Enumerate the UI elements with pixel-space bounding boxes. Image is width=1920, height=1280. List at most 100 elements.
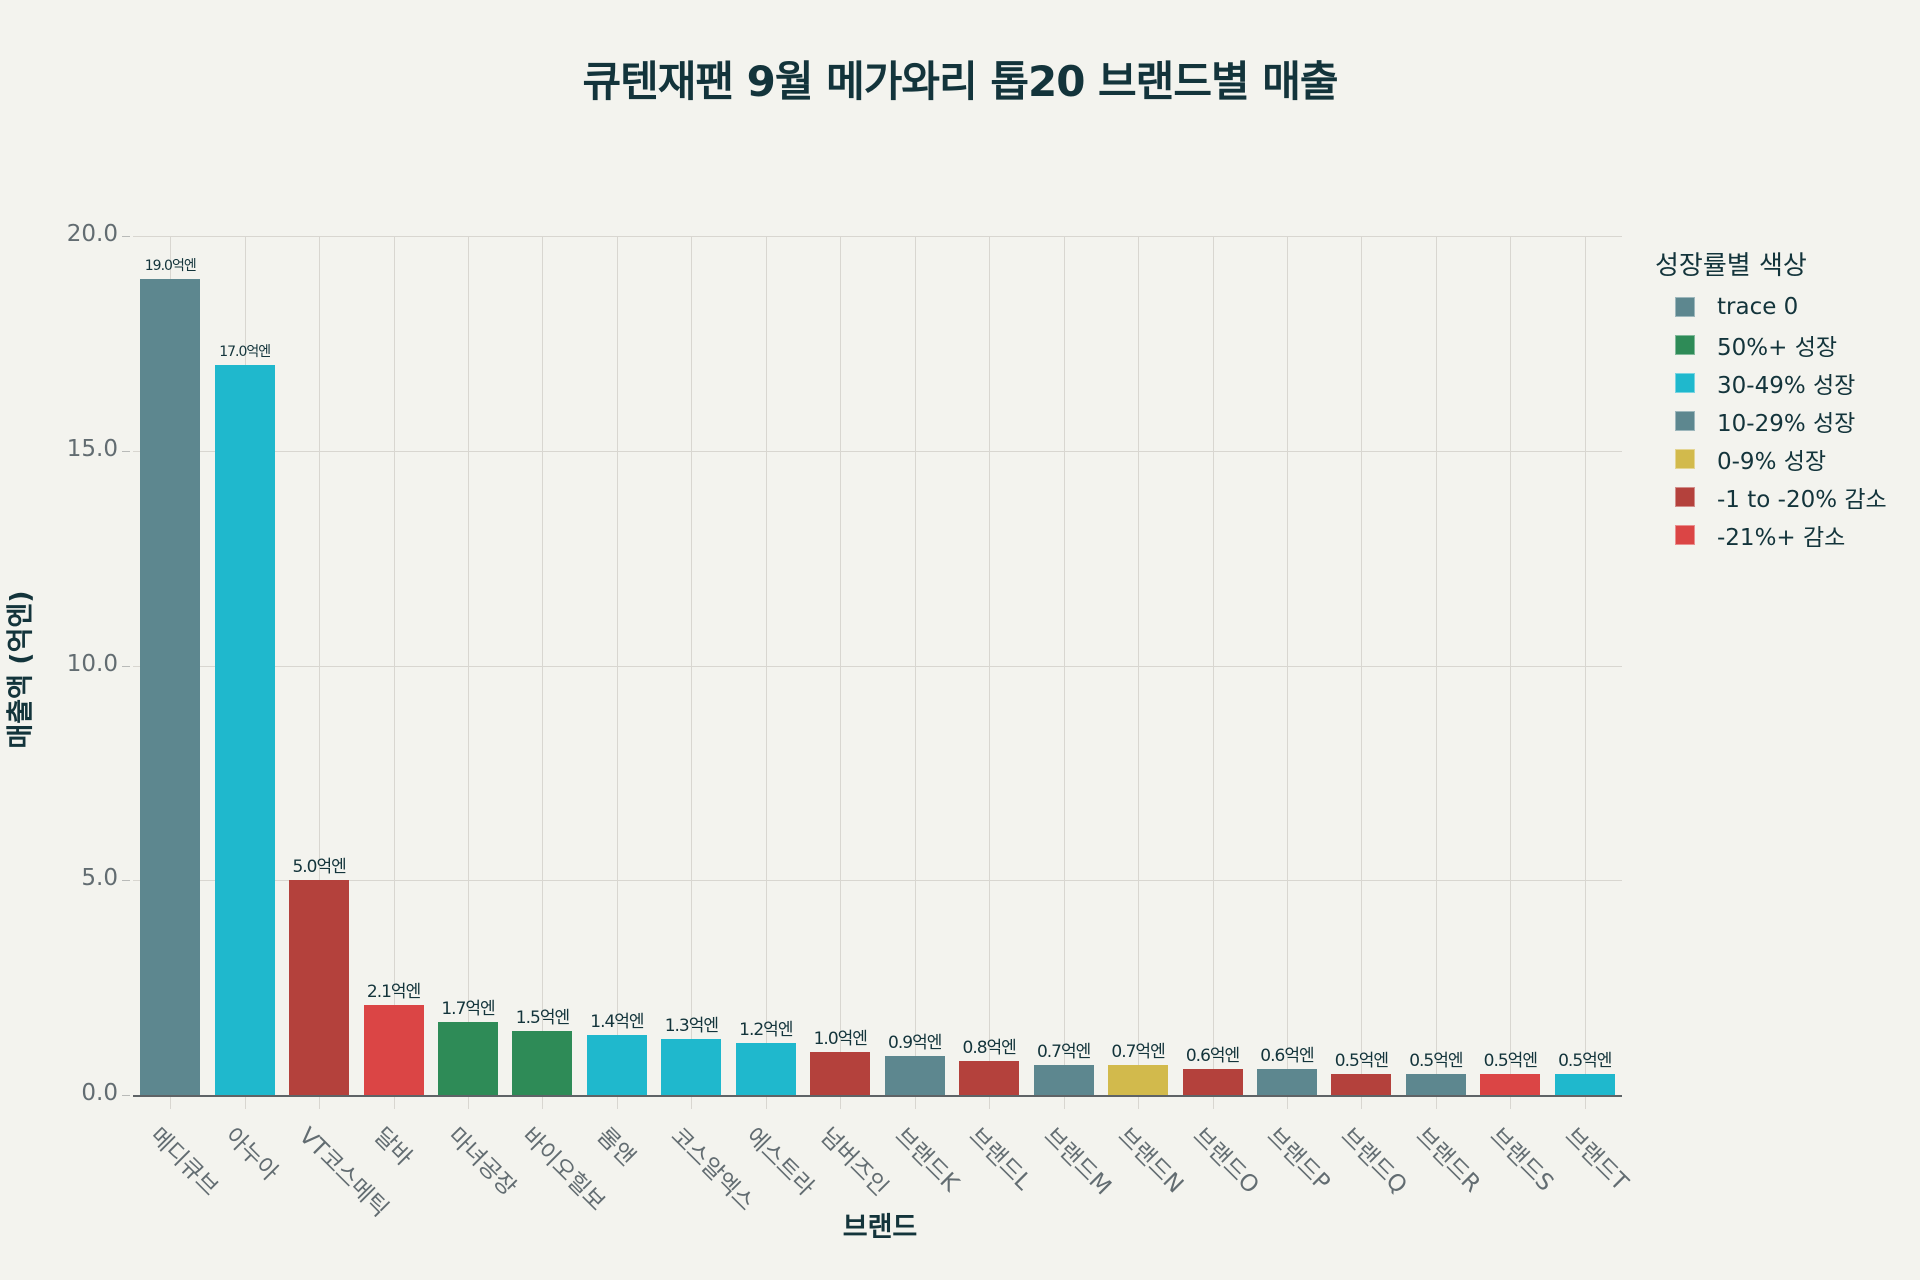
legend-swatch-icon [1675, 297, 1695, 317]
x-tick-mark [244, 1097, 246, 1109]
legend-item[interactable]: 30-49% 성장 [1675, 364, 1887, 402]
x-tick-mark [1510, 1097, 1512, 1109]
bar-value-label: 1.2억엔 [739, 1020, 793, 1041]
x-category-label: 브랜드K [889, 1122, 964, 1197]
bar[interactable] [810, 1052, 871, 1095]
bar[interactable] [959, 1060, 1020, 1095]
x-category-label: 마녀공장 [442, 1122, 521, 1202]
bar-value-label: 1.5억엔 [515, 1007, 570, 1028]
bar-value-label: 17.0억엔 [219, 343, 271, 360]
bar[interactable] [1480, 1073, 1541, 1095]
gridline-vertical [393, 236, 395, 1095]
x-tick-mark [1212, 1097, 1214, 1109]
legend-item[interactable]: 10-29% 성장 [1675, 402, 1887, 440]
x-category-label: 넘버즈인 [814, 1122, 894, 1202]
gridline-vertical [765, 236, 767, 1095]
x-tick-mark [393, 1097, 395, 1109]
x-category-label: 브랜드P [1261, 1122, 1335, 1197]
legend-item-label: 10-29% 성장 [1717, 411, 1856, 437]
x-tick-mark [616, 1097, 618, 1109]
legend-swatch-icon [1675, 411, 1695, 431]
legend-swatch-icon [1675, 525, 1695, 545]
y-tick-mark [122, 236, 130, 237]
bar[interactable] [1405, 1073, 1466, 1095]
y-tick-label: 20.0 [66, 221, 118, 247]
legend-item-label: trace 0 [1717, 294, 1799, 320]
x-category-label: 브랜드O [1187, 1122, 1264, 1200]
gridline-horizontal [133, 236, 1622, 237]
bar-value-label: 1.4억엔 [590, 1011, 644, 1032]
gridline-vertical [1212, 236, 1214, 1095]
bar-value-label: 5.0억엔 [292, 857, 346, 878]
bar[interactable] [1033, 1064, 1094, 1095]
gridline-vertical [616, 236, 618, 1095]
bar-value-label: 0.8억엔 [962, 1037, 1017, 1058]
x-tick-mark [468, 1097, 470, 1109]
gridline-vertical [989, 236, 991, 1095]
bar[interactable] [884, 1056, 945, 1095]
y-tick-mark [122, 880, 130, 882]
bar[interactable] [735, 1043, 796, 1095]
gridline-horizontal [133, 880, 1622, 882]
y-tick-mark [122, 450, 130, 452]
x-tick-mark [691, 1097, 693, 1109]
bar[interactable] [1108, 1064, 1169, 1095]
bar[interactable] [512, 1030, 573, 1095]
bar-value-label: 1.7억엔 [441, 998, 495, 1019]
gridline-vertical [1063, 236, 1065, 1095]
bar[interactable] [1331, 1073, 1392, 1095]
x-tick-mark [1063, 1097, 1065, 1109]
x-tick-mark [914, 1097, 916, 1109]
legend: 성장률별 색상 trace 0 50%+ 성장 30-49% 성장 10-29% 성장… [1655, 245, 1887, 554]
bar[interactable] [289, 880, 350, 1095]
legend-swatch-icon [1675, 449, 1695, 469]
x-category-label: 브랜드M [1038, 1122, 1116, 1201]
legend-title: 성장률별 색상 [1655, 251, 1807, 281]
bar[interactable] [1554, 1073, 1615, 1095]
x-tick-mark [542, 1097, 544, 1109]
x-tick-mark [765, 1097, 767, 1109]
legend-item-label: 0-9% 성장 [1717, 449, 1827, 475]
legend-swatch-icon [1675, 335, 1695, 355]
legend-swatch-icon [1675, 373, 1695, 393]
legend-item[interactable]: -1 to -20% 감소 [1675, 478, 1887, 516]
legend-item[interactable]: 50%+ 성장 [1675, 326, 1887, 364]
x-category-label: 브랜드L [963, 1122, 1037, 1196]
x-tick-mark [1584, 1097, 1586, 1109]
gridline-vertical [1286, 236, 1288, 1095]
x-tick-mark [1286, 1097, 1288, 1109]
bar-value-label: 0.7억엔 [1036, 1041, 1091, 1062]
x-category-label: 브랜드T [1559, 1122, 1633, 1197]
chart-title: 큐텐재팬 9월 메가와리 톱20 브랜드별 매출 [582, 57, 1338, 106]
gridline-vertical [1510, 236, 1512, 1095]
bar[interactable] [1256, 1069, 1317, 1095]
x-category-label: 롬앤 [591, 1122, 640, 1172]
bar[interactable] [1182, 1069, 1243, 1095]
x-axis-title: 브랜드 [842, 1212, 918, 1243]
bar-value-label: 0.5억엔 [1558, 1050, 1612, 1071]
x-tick-mark [170, 1097, 172, 1109]
x-tick-mark [1435, 1097, 1437, 1109]
bar-value-label: 19.0억엔 [144, 257, 197, 274]
gridline-vertical [840, 236, 842, 1095]
x-category-label: 브랜드R [1410, 1122, 1486, 1198]
legend-item[interactable]: trace 0 [1675, 288, 1887, 326]
gridline-vertical [1361, 236, 1363, 1095]
bar[interactable] [140, 278, 201, 1095]
x-category-label: 브랜드N [1112, 1122, 1189, 1199]
bar[interactable] [214, 364, 275, 1095]
bar[interactable] [363, 1004, 424, 1095]
legend-item[interactable]: 0-9% 성장 [1675, 440, 1887, 478]
bar[interactable] [661, 1039, 722, 1095]
bar-value-label: 1.0억엔 [813, 1029, 868, 1050]
bar[interactable] [438, 1022, 499, 1095]
bar-value-label: 0.7억엔 [1111, 1041, 1165, 1062]
gridline-vertical [468, 236, 470, 1095]
bar-value-label: 0.6억엔 [1185, 1046, 1240, 1067]
gridline-vertical [319, 236, 321, 1095]
bar[interactable] [586, 1034, 647, 1095]
x-tick-mark [319, 1097, 321, 1109]
y-tick-label: 15.0 [66, 435, 118, 462]
legend-item[interactable]: -21%+ 감소 [1675, 516, 1887, 554]
y-tick-label: 0.0 [81, 1080, 118, 1106]
